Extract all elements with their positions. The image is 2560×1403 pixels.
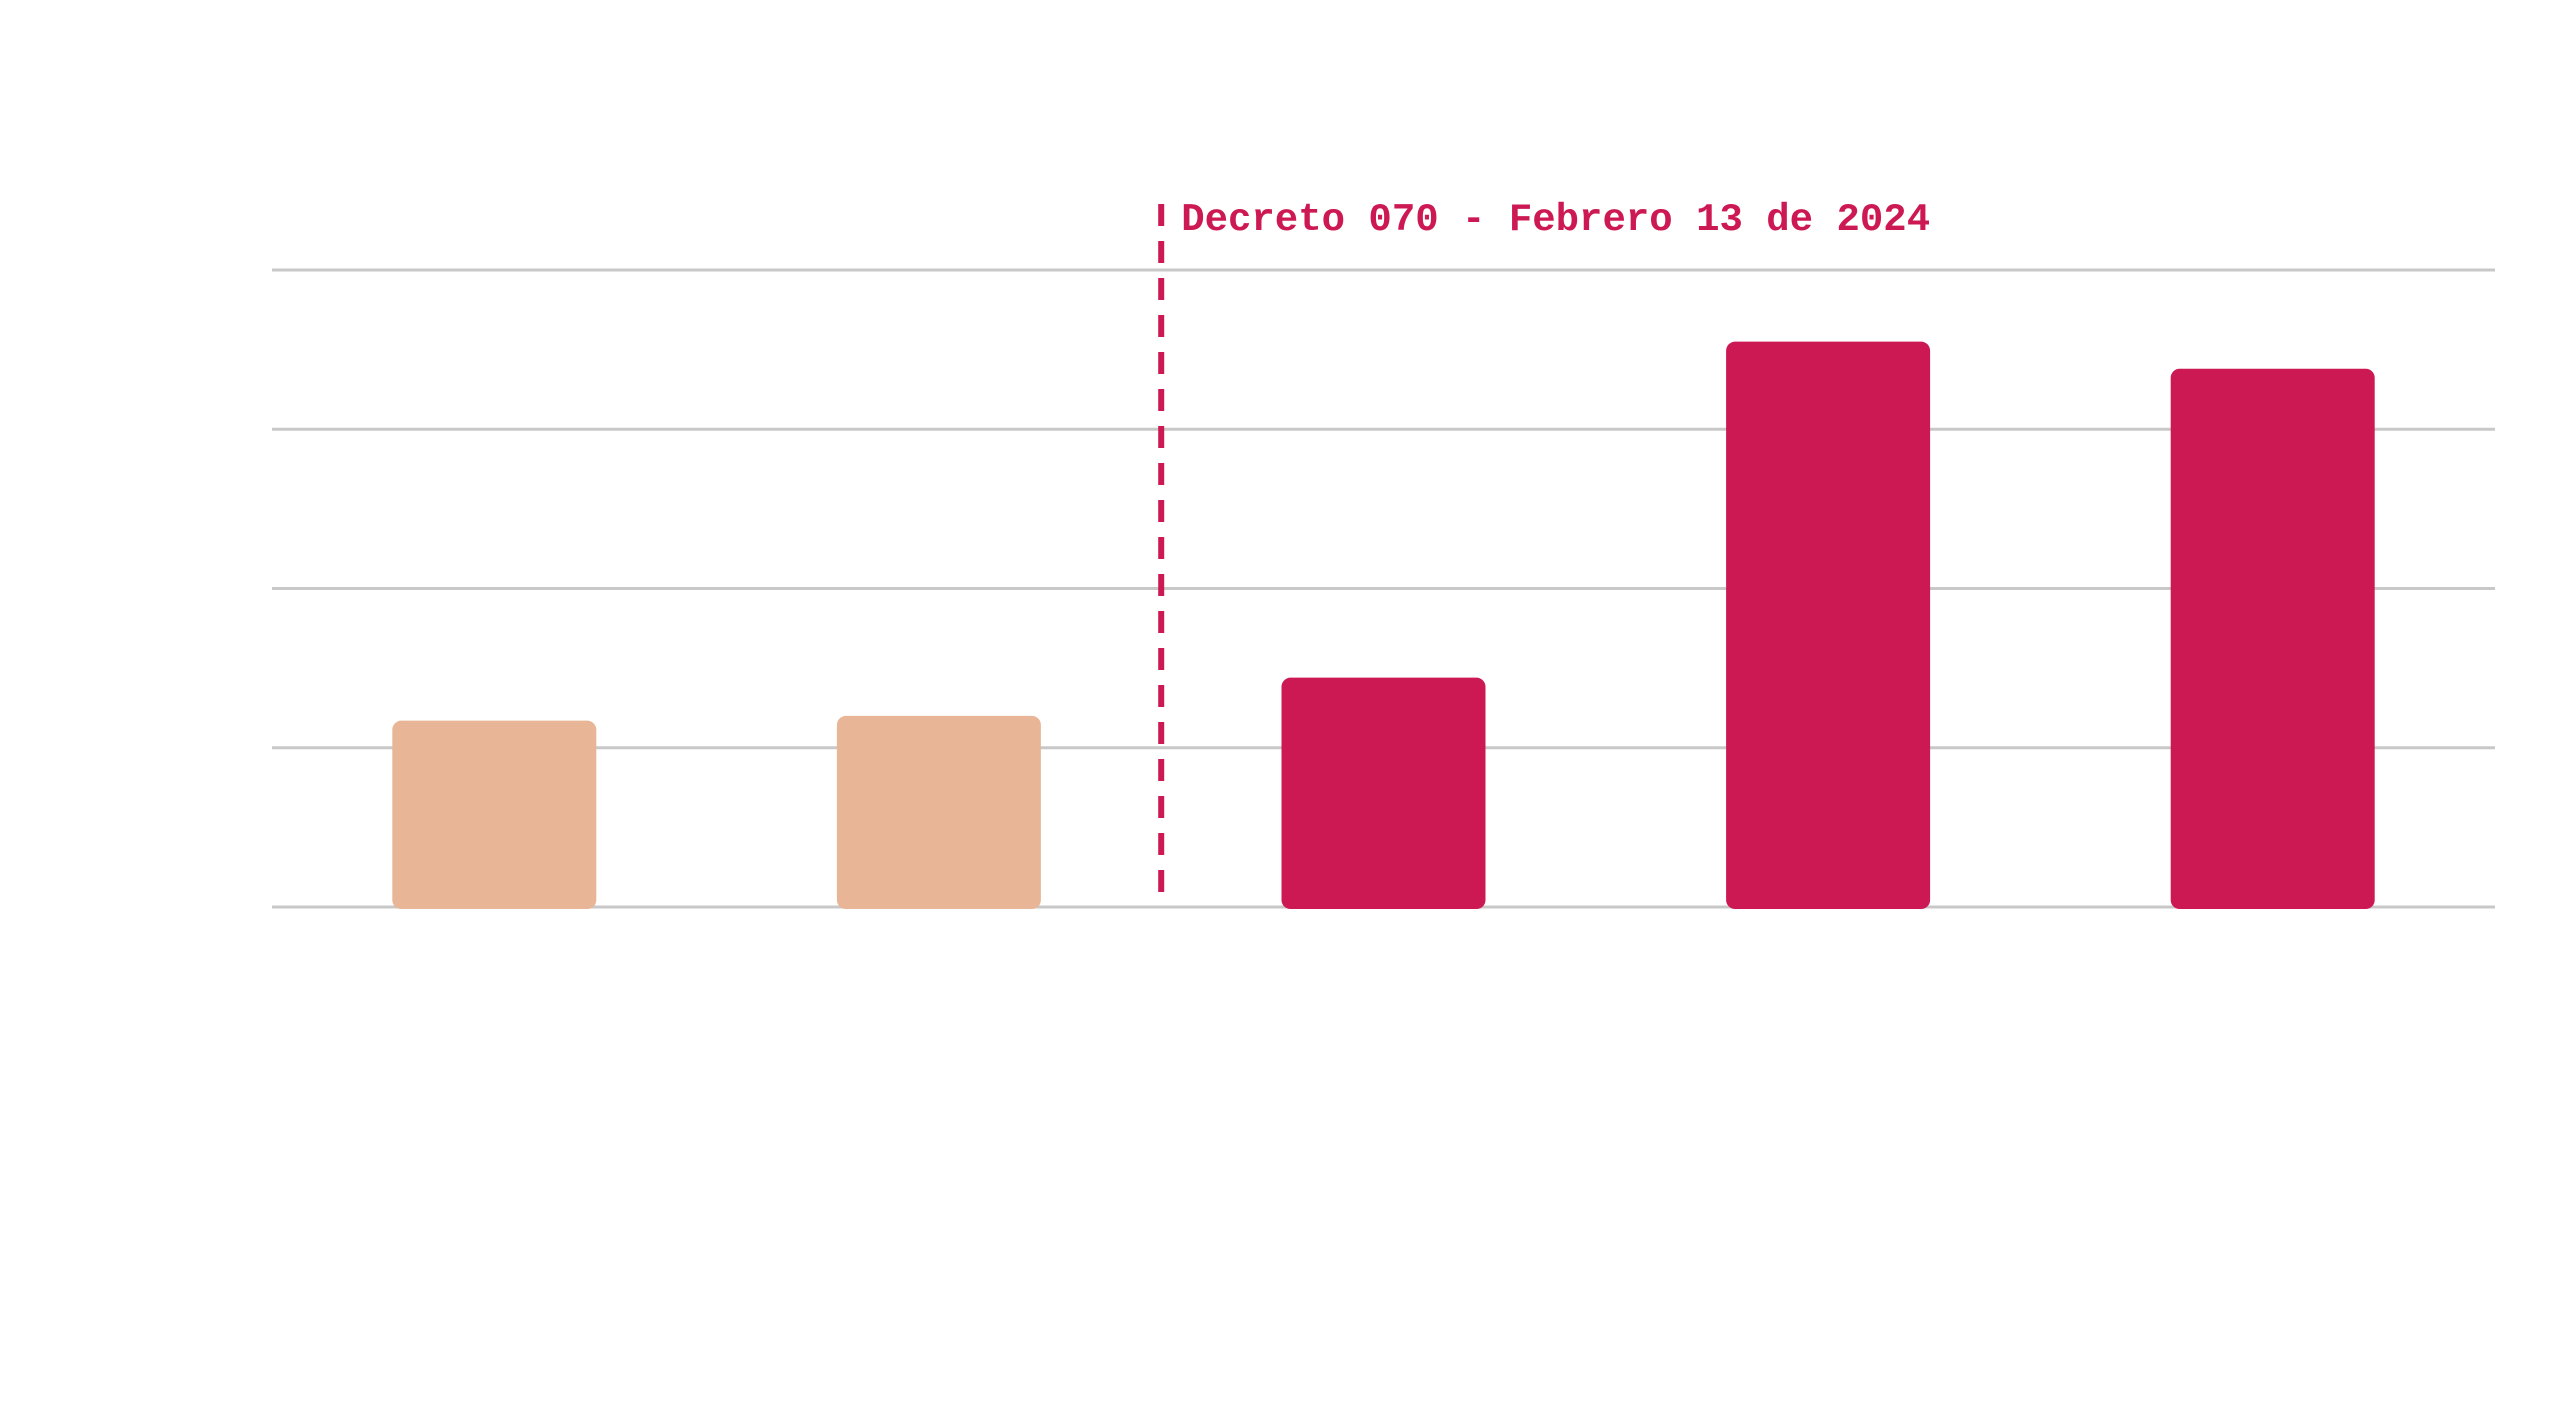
annotation-label: Decreto 070 - Febrero 13 de 2024 [1181, 198, 1930, 242]
bar-1 [392, 720, 597, 909]
bars [392, 341, 2375, 910]
gridlines [272, 268, 2495, 909]
bar-5 [2170, 368, 2375, 909]
annotation: Decreto 070 - Febrero 13 de 2024 [1158, 198, 1930, 905]
bar-3 [1281, 677, 1486, 909]
bar-2 [836, 715, 1041, 909]
bar-4 [1726, 341, 1931, 910]
